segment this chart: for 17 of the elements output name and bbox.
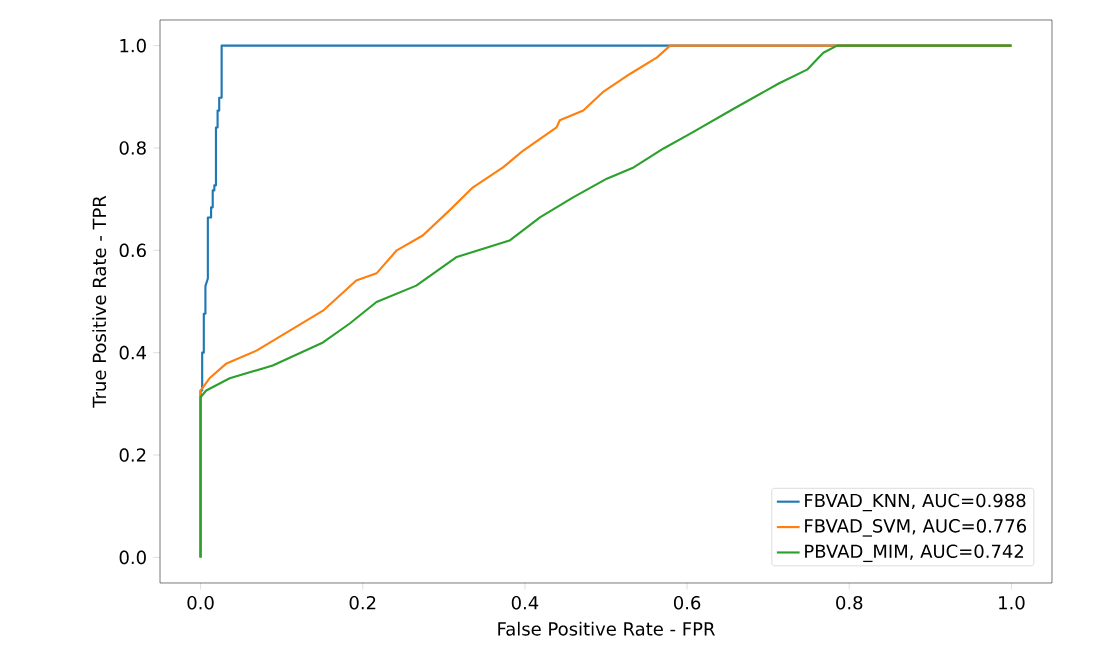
y-tick-label: 1.0 (120, 38, 146, 53)
x-tick-label: 1.0 (999, 595, 1025, 610)
y-tick-label: 0.6 (119, 243, 146, 258)
x-tick-label: 0.2 (349, 595, 376, 610)
y-axis-title: True Positive Rate - TPR (92, 195, 107, 408)
x-tick-label: 0.0 (187, 595, 214, 610)
x-axis-title: False Positive Rate - FPR (498, 621, 715, 636)
legend-label: PBVAD_MIM, AUC=0.742 (805, 544, 1024, 563)
legend-label: FBVAD_SVM, AUC=0.776 (805, 519, 1027, 537)
legend-label: FBVAD_KNN, AUC=0.988 (805, 493, 1026, 512)
x-tick-label: 0.8 (836, 595, 863, 610)
y-tick-label: 0.0 (119, 550, 146, 565)
x-tick-label: 0.4 (511, 595, 539, 610)
y-tick-label: 0.2 (119, 448, 146, 462)
x-tick-label: 0.6 (673, 595, 701, 610)
y-tick-label: 0.8 (119, 141, 146, 155)
y-tick-label: 0.4 (119, 345, 147, 360)
